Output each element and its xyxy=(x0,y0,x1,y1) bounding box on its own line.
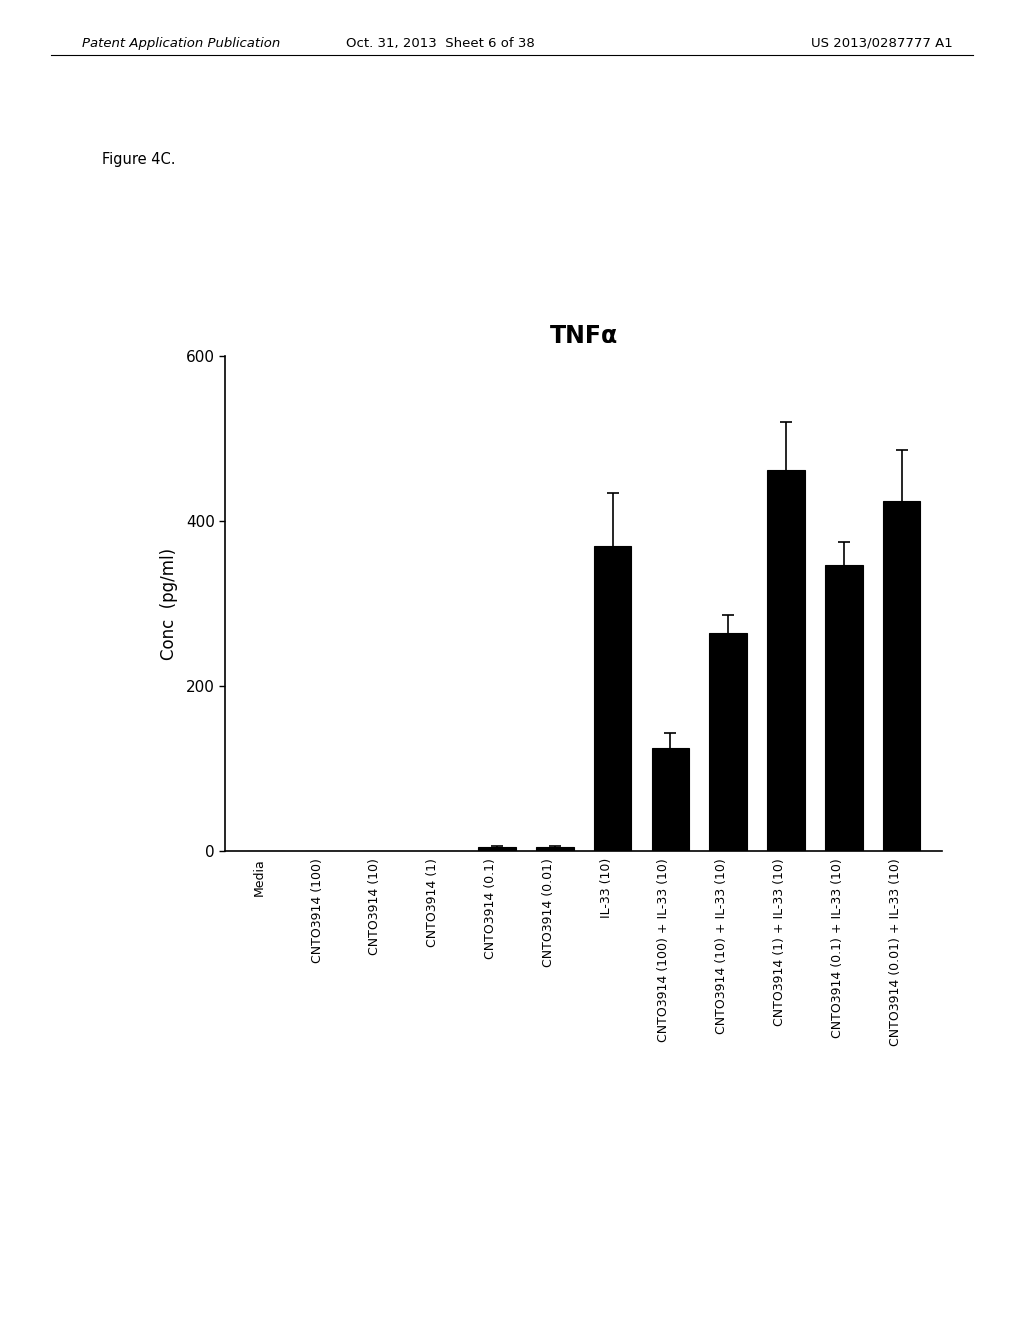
Text: Media: Media xyxy=(253,858,266,896)
Text: IL-33 (10): IL-33 (10) xyxy=(600,858,612,919)
Text: CNTO3914 (100) + IL-33 (10): CNTO3914 (100) + IL-33 (10) xyxy=(657,858,671,1041)
Bar xyxy=(594,546,632,851)
Text: CNTO3914 (0.01) + IL-33 (10): CNTO3914 (0.01) + IL-33 (10) xyxy=(889,858,901,1045)
Text: CNTO3914 (100): CNTO3914 (100) xyxy=(310,858,324,962)
Text: CNTO3914 (0.1) + IL-33 (10): CNTO3914 (0.1) + IL-33 (10) xyxy=(830,858,844,1038)
Bar xyxy=(536,847,573,851)
Bar xyxy=(767,470,805,851)
Text: CNTO3914 (0.01): CNTO3914 (0.01) xyxy=(542,858,555,966)
Text: CNTO3914 (10): CNTO3914 (10) xyxy=(369,858,381,954)
Title: TNFα: TNFα xyxy=(550,323,617,347)
Text: Patent Application Publication: Patent Application Publication xyxy=(82,37,281,50)
Text: CNTO3914 (1): CNTO3914 (1) xyxy=(426,858,439,946)
Text: Figure 4C.: Figure 4C. xyxy=(102,152,176,166)
Bar xyxy=(478,847,516,851)
Text: CNTO3914 (1) + IL-33 (10): CNTO3914 (1) + IL-33 (10) xyxy=(773,858,786,1026)
Text: CNTO3914 (10) + IL-33 (10): CNTO3914 (10) + IL-33 (10) xyxy=(715,858,728,1034)
Text: US 2013/0287777 A1: US 2013/0287777 A1 xyxy=(811,37,952,50)
Bar xyxy=(651,748,689,851)
Bar xyxy=(825,565,862,851)
Text: CNTO3914 (0.1): CNTO3914 (0.1) xyxy=(484,858,497,958)
Text: Oct. 31, 2013  Sheet 6 of 38: Oct. 31, 2013 Sheet 6 of 38 xyxy=(346,37,535,50)
Bar xyxy=(883,500,921,851)
Bar xyxy=(710,632,746,851)
Y-axis label: Conc  (pg/ml): Conc (pg/ml) xyxy=(160,548,177,660)
